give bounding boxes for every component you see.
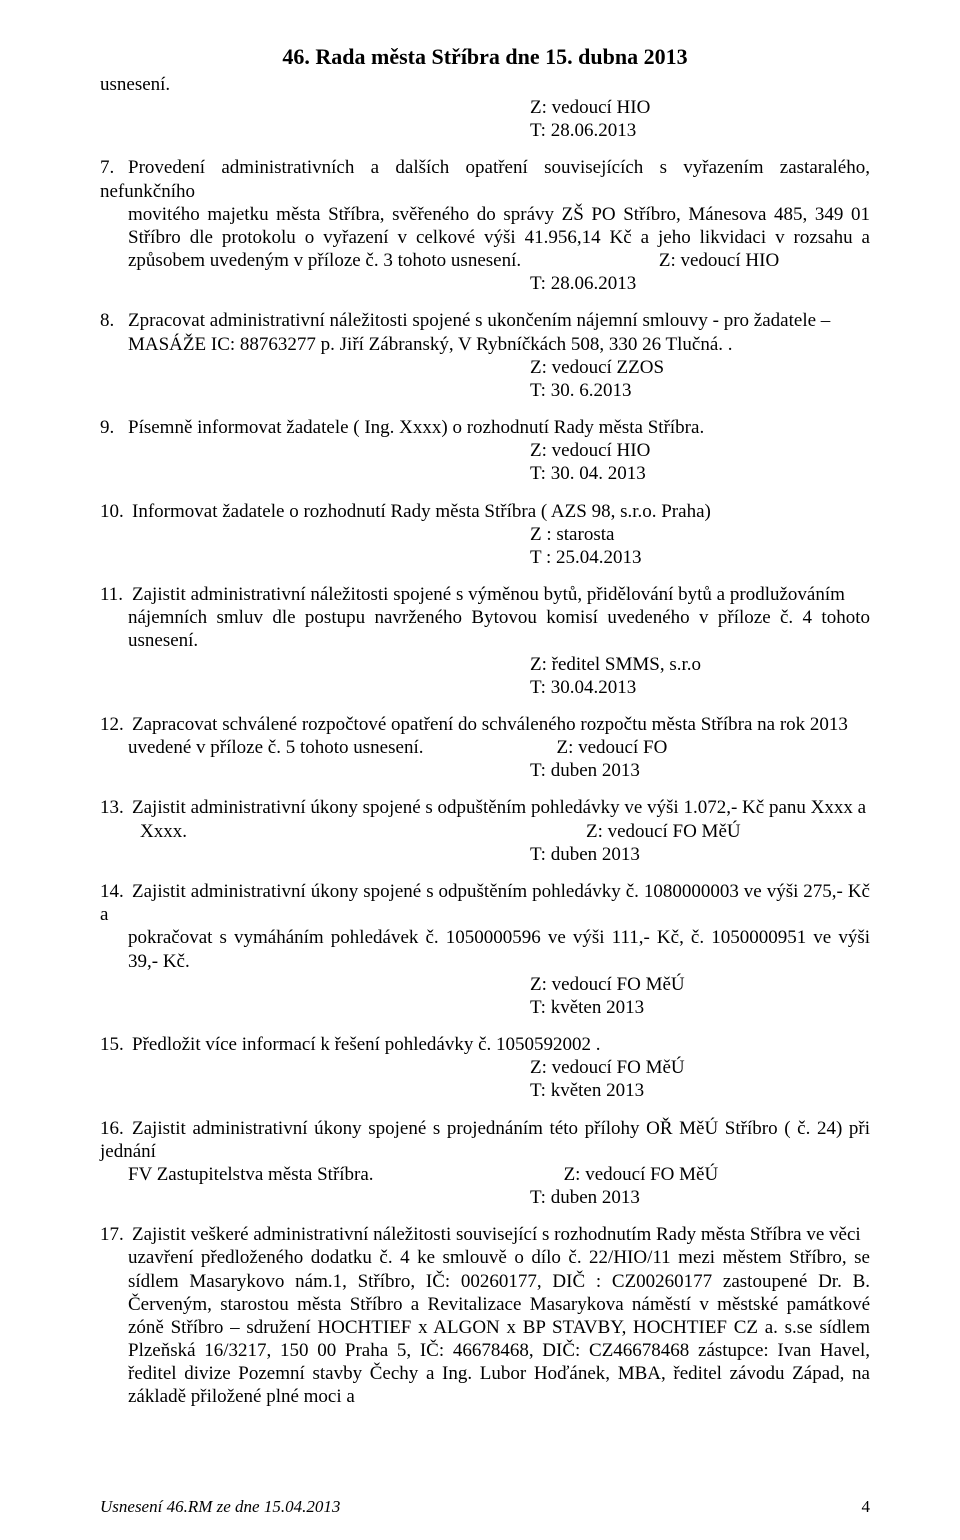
item-num: 14.: [100, 880, 132, 903]
item-num: 10.: [100, 500, 132, 523]
item-num: 15.: [100, 1033, 132, 1056]
item-t: T: květen 2013: [530, 996, 644, 1019]
item-num: 13.: [100, 796, 132, 819]
item-z: Z: vedoucí FO MěÚ: [564, 1164, 719, 1185]
item-text: Zajistit veškeré administrativní náležit…: [132, 1224, 861, 1245]
item-15: 15.Předložit více informací k řešení poh…: [100, 1033, 870, 1103]
item-text-rest: nájemních smluv dle postupu navrženého B…: [128, 606, 870, 652]
item-text-rest: MASÁŽE IC: 88763277 p. Jiří Zábranský, V…: [128, 333, 870, 356]
item-z: Z: vedoucí HIO: [659, 250, 779, 271]
item-t: T: 30. 6.2013: [530, 379, 631, 402]
item-num: 11.: [100, 583, 132, 606]
item-t: T: duben 2013: [530, 759, 640, 782]
item-10: 10.Informovat žadatele o rozhodnutí Rady…: [100, 500, 870, 570]
footer-text: Usnesení 46.RM ze dne 15.04.2013: [100, 1497, 340, 1516]
item-z: Z: vedoucí HIO: [530, 439, 650, 462]
intro-word: usnesení.: [100, 73, 870, 96]
item-text: Zajistit administrativní náležitosti spo…: [132, 584, 845, 605]
item-num: 17.: [100, 1223, 132, 1246]
item-z: Z: ředitel SMMS, s.r.o: [530, 653, 701, 676]
item-text-rest: Xxxx.: [140, 821, 187, 842]
item-text: Zajistit administrativní úkony spojené s…: [100, 881, 870, 925]
item-z: Z: vedoucí ZZOS: [530, 356, 664, 379]
item-12: 12.Zapracovat schválené rozpočtové opatř…: [100, 713, 870, 783]
item-7: 7.Provedení administrativních a dalších …: [100, 156, 870, 295]
item-text: Zajistit administrativní úkony spojené s…: [132, 797, 866, 818]
item-z: Z: vedoucí FO MěÚ: [586, 821, 741, 842]
item-num: 9.: [100, 416, 128, 439]
item-text-rest: pokračovat s vymáháním pohledávek č. 105…: [128, 926, 870, 972]
item-num: 16.: [100, 1117, 132, 1140]
item-t: T: květen 2013: [530, 1079, 644, 1102]
item-text: Písemně informovat žadatele ( Ing. Xxxx)…: [128, 417, 704, 438]
item-text: Předložit více informací k řešení pohled…: [132, 1034, 601, 1055]
item-z: Z: vedoucí FO: [556, 737, 667, 758]
item-t: T: duben 2013: [530, 1186, 640, 1209]
item-text: Zpracovat administrativní náležitosti sp…: [128, 310, 830, 331]
item-t: T: duben 2013: [530, 843, 640, 866]
item-num: 8.: [100, 309, 128, 332]
intro-t: T: 28.06.2013: [530, 119, 636, 142]
item-16: 16.Zajistit administrativní úkony spojen…: [100, 1117, 870, 1210]
item-11: 11.Zajistit administrativní náležitosti …: [100, 583, 870, 699]
item-text: Provedení administrativních a dalších op…: [100, 157, 870, 201]
item-t: T: 28.06.2013: [530, 272, 636, 295]
item-text: Zapracovat schválené rozpočtové opatření…: [132, 714, 848, 735]
item-z: Z : starosta: [530, 523, 614, 546]
item-text: Informovat žadatele o rozhodnutí Rady mě…: [132, 501, 711, 522]
item-text-rest: uvedené v příloze č. 5 tohoto usnesení.: [128, 737, 423, 758]
page-title: 46. Rada města Stříbra dne 15. dubna 201…: [100, 44, 870, 71]
item-z: Z: vedoucí FO MěÚ: [530, 973, 685, 996]
page-footer: Usnesení 46.RM ze dne 15.04.2013 4: [100, 1497, 870, 1518]
item-z: Z: vedoucí FO MěÚ: [530, 1056, 685, 1079]
document-page: 46. Rada města Stříbra dne 15. dubna 201…: [0, 0, 960, 1540]
item-t: T : 25.04.2013: [530, 546, 642, 569]
item-num: 12.: [100, 713, 132, 736]
footer-pagenum: 4: [862, 1497, 871, 1518]
item-t: T: 30. 04. 2013: [530, 462, 646, 485]
item-text-rest: uzavření předloženého dodatku č. 4 ke sm…: [128, 1246, 870, 1408]
item-8: 8.Zpracovat administrativní náležitosti …: [100, 309, 870, 402]
item-17: 17.Zajistit veškeré administrativní nále…: [100, 1223, 870, 1408]
item-14: 14.Zajistit administrativní úkony spojen…: [100, 880, 870, 1019]
item-num: 7.: [100, 156, 128, 179]
item-text-rest: FV Zastupitelstva města Stříbra.: [128, 1164, 374, 1185]
item-text: Zajistit administrativní úkony spojené s…: [100, 1118, 870, 1162]
intro-z: Z: vedoucí HIO: [530, 96, 650, 119]
item-t: T: 30.04.2013: [530, 676, 636, 699]
item-9: 9.Písemně informovat žadatele ( Ing. Xxx…: [100, 416, 870, 486]
item-13: 13.Zajistit administrativní úkony spojen…: [100, 796, 870, 866]
